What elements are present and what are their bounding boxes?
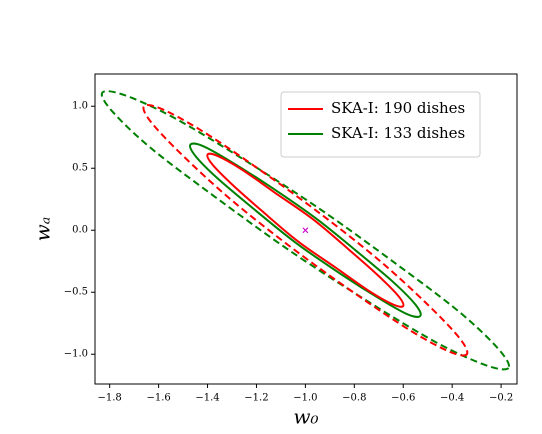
legend-label: SKA-I: 133 dishes (331, 124, 465, 142)
fiducial-marker (302, 227, 309, 234)
axes-frame (94, 73, 518, 385)
marker-cross (302, 227, 309, 234)
x-tick-label: −1.2 (244, 393, 268, 404)
contour (100, 90, 510, 371)
y-axis-label: wₐ (31, 217, 55, 242)
legend-label: SKA-I: 190 dishes (331, 99, 465, 117)
y-tick-label: −0.5 (64, 287, 88, 298)
legend: SKA-I: 190 dishes SKA-I: 133 dishes (280, 91, 481, 158)
contour (206, 152, 405, 308)
x-tick-label: −0.2 (489, 393, 513, 404)
x-tick-label: −0.4 (440, 393, 464, 404)
x-tick-label: −1.6 (146, 393, 170, 404)
y-tick-label: 1.0 (72, 101, 88, 112)
plot-area (100, 90, 510, 371)
x-tick-label: −0.6 (391, 393, 415, 404)
x-tick-label: −1.4 (195, 393, 219, 404)
x-tick-label: −1.0 (293, 393, 317, 404)
y-tick-label: 0.5 (72, 163, 88, 174)
y-tick-label: −1.0 (64, 349, 88, 360)
contour (142, 103, 469, 357)
contour (189, 142, 422, 318)
x-tick-label: −1.8 (98, 393, 122, 404)
y-tick-label: 0.0 (72, 225, 88, 236)
x-axis-label: w₀ (293, 405, 318, 429)
legend-box (280, 91, 481, 158)
x-tick-label: −0.8 (342, 393, 366, 404)
